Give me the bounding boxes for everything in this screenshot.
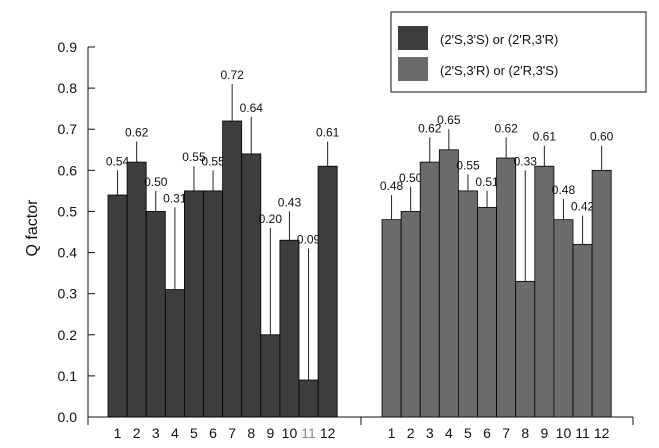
data-label-series-1-cat-11: 0.09 bbox=[297, 232, 321, 246]
y-tick-label-0.0: 0.0 bbox=[58, 409, 78, 425]
x-tick-label-series-1-cat-11: 11 bbox=[301, 425, 316, 441]
bar-series-2-cat-8 bbox=[515, 280, 536, 418]
data-label-series-1-cat-9: 0.20 bbox=[259, 212, 283, 226]
bar-series-2-cat-5 bbox=[457, 190, 478, 418]
x-tick-label-series-2-cat-3: 3 bbox=[426, 425, 434, 441]
data-label-series-1-cat-6: 0.55 bbox=[201, 154, 225, 168]
bar-series-2-cat-10 bbox=[553, 219, 574, 418]
y-tick-label-0.7: 0.7 bbox=[58, 121, 78, 137]
x-tick-label-series-1-cat-7: 7 bbox=[228, 425, 236, 441]
x-tick-label-series-2-cat-9: 9 bbox=[540, 425, 548, 441]
bar-series-2-cat-1 bbox=[381, 219, 402, 418]
data-label-series-2-cat-7: 0.62 bbox=[494, 121, 518, 135]
bar-series-2-cat-6 bbox=[477, 206, 498, 418]
x-tick-label-series-2-cat-8: 8 bbox=[521, 425, 529, 441]
x-tick-label-series-2-cat-10: 10 bbox=[556, 425, 572, 441]
data-label-series-2-cat-9: 0.61 bbox=[533, 130, 557, 144]
x-tick-label-series-2-cat-12: 12 bbox=[594, 425, 610, 441]
x-tick-label-series-1-cat-5: 5 bbox=[190, 425, 198, 441]
x-tick-label-series-2-cat-5: 5 bbox=[464, 425, 472, 441]
bar-series-1-cat-2 bbox=[126, 161, 147, 418]
bar-series-1-cat-8 bbox=[241, 153, 262, 418]
x-tick-label-series-1-cat-1: 1 bbox=[114, 425, 122, 441]
data-label-series-1-cat-1: 0.54 bbox=[106, 154, 130, 168]
data-label-series-2-cat-1: 0.48 bbox=[380, 179, 404, 193]
x-tick-label-series-1-cat-8: 8 bbox=[247, 425, 255, 441]
data-label-series-2-cat-2: 0.50 bbox=[399, 171, 423, 185]
x-tick-label-series-2-cat-11: 11 bbox=[575, 425, 590, 441]
x-tick-label-series-1-cat-6: 6 bbox=[209, 425, 217, 441]
x-tick-label-series-2-cat-2: 2 bbox=[407, 425, 415, 441]
bar-series-2-cat-11 bbox=[572, 243, 593, 418]
data-label-series-2-cat-11: 0.42 bbox=[571, 200, 595, 214]
x-tick-label-series-1-cat-3: 3 bbox=[152, 425, 160, 441]
legend-label-series-2: (2'S,3'R) or (2'R,3'S) bbox=[440, 63, 558, 78]
data-label-series-1-cat-3: 0.50 bbox=[144, 175, 168, 189]
y-axis-title: Q factor bbox=[24, 199, 41, 257]
data-label-series-1-cat-12: 0.61 bbox=[316, 126, 340, 140]
x-tick-label-series-1-cat-10: 10 bbox=[282, 425, 298, 441]
x-tick-label-series-2-cat-4: 4 bbox=[445, 425, 453, 441]
bar-series-1-cat-11 bbox=[298, 379, 319, 418]
bar-series-1-cat-1 bbox=[107, 194, 128, 418]
x-tick-label-series-2-cat-1: 1 bbox=[388, 425, 396, 441]
x-tick-label-series-1-cat-2: 2 bbox=[133, 425, 141, 441]
legend: (2'S,3'S) or (2'R,3'R) (2'S,3'R) or (2'R… bbox=[390, 11, 647, 93]
data-label-series-1-cat-2: 0.62 bbox=[125, 126, 149, 140]
legend-label-series-1: (2'S,3'S) or (2'R,3'R) bbox=[440, 32, 558, 47]
y-tick-label-0.9: 0.9 bbox=[58, 39, 78, 55]
data-label-series-1-cat-8: 0.64 bbox=[240, 101, 264, 115]
data-label-series-1-cat-4: 0.31 bbox=[163, 191, 187, 205]
bar-series-1-cat-10 bbox=[279, 239, 300, 418]
y-tick-label-0.4: 0.4 bbox=[58, 245, 78, 261]
y-tick-label-0.8: 0.8 bbox=[58, 80, 78, 96]
bar-series-2-cat-12 bbox=[591, 169, 612, 418]
y-tick-label-0.5: 0.5 bbox=[58, 203, 78, 219]
data-label-series-2-cat-5: 0.55 bbox=[456, 158, 480, 172]
data-label-series-2-cat-8: 0.33 bbox=[514, 154, 538, 168]
data-label-series-2-cat-3: 0.62 bbox=[418, 121, 442, 135]
data-label-series-1-cat-7: 0.72 bbox=[220, 68, 244, 82]
y-tick-label-0.6: 0.6 bbox=[58, 162, 78, 178]
data-label-series-2-cat-4: 0.65 bbox=[437, 113, 461, 127]
x-tick-label-series-1-cat-12: 12 bbox=[320, 425, 336, 441]
bar-series-2-cat-7 bbox=[496, 157, 517, 418]
bar-series-1-cat-9 bbox=[260, 334, 281, 418]
data-label-series-1-cat-5: 0.55 bbox=[182, 150, 206, 164]
bar-series-1-cat-7 bbox=[222, 120, 243, 418]
x-tick-label-series-2-cat-7: 7 bbox=[502, 425, 510, 441]
bar-series-2-cat-9 bbox=[534, 165, 555, 418]
bar-series-1-cat-3 bbox=[145, 211, 166, 418]
y-tick-label-0.3: 0.3 bbox=[58, 286, 78, 302]
bar-series-1-cat-4 bbox=[164, 289, 185, 418]
bar-series-1-cat-5 bbox=[183, 190, 204, 418]
legend-frame bbox=[390, 11, 647, 93]
y-tick-label-0.2: 0.2 bbox=[58, 327, 78, 343]
x-tick-label-series-2-cat-6: 6 bbox=[483, 425, 491, 441]
bars-layer: 0.54 1 0.62 2 0.50 3 0.31 4 0.55 5 0.55 6 0.72 7 0.64 8… bbox=[106, 68, 614, 441]
bar-series-2-cat-3 bbox=[419, 161, 440, 418]
bar-series-1-cat-6 bbox=[203, 190, 224, 418]
x-tick-label-series-1-cat-9: 9 bbox=[266, 425, 274, 441]
x-tick-label-series-1-cat-4: 4 bbox=[171, 425, 179, 441]
data-label-series-1-cat-10: 0.43 bbox=[278, 195, 302, 209]
bar-series-2-cat-2 bbox=[400, 211, 421, 418]
bar-series-1-cat-12 bbox=[317, 165, 338, 418]
data-label-series-2-cat-10: 0.48 bbox=[552, 183, 576, 197]
legend-swatch-series-2 bbox=[398, 57, 428, 81]
data-label-series-2-cat-6: 0.51 bbox=[475, 175, 499, 189]
data-label-series-2-cat-12: 0.60 bbox=[590, 130, 614, 144]
y-tick-label-0.1: 0.1 bbox=[58, 368, 78, 384]
legend-swatch-series-1 bbox=[398, 26, 428, 50]
bar-series-2-cat-4 bbox=[438, 149, 459, 418]
